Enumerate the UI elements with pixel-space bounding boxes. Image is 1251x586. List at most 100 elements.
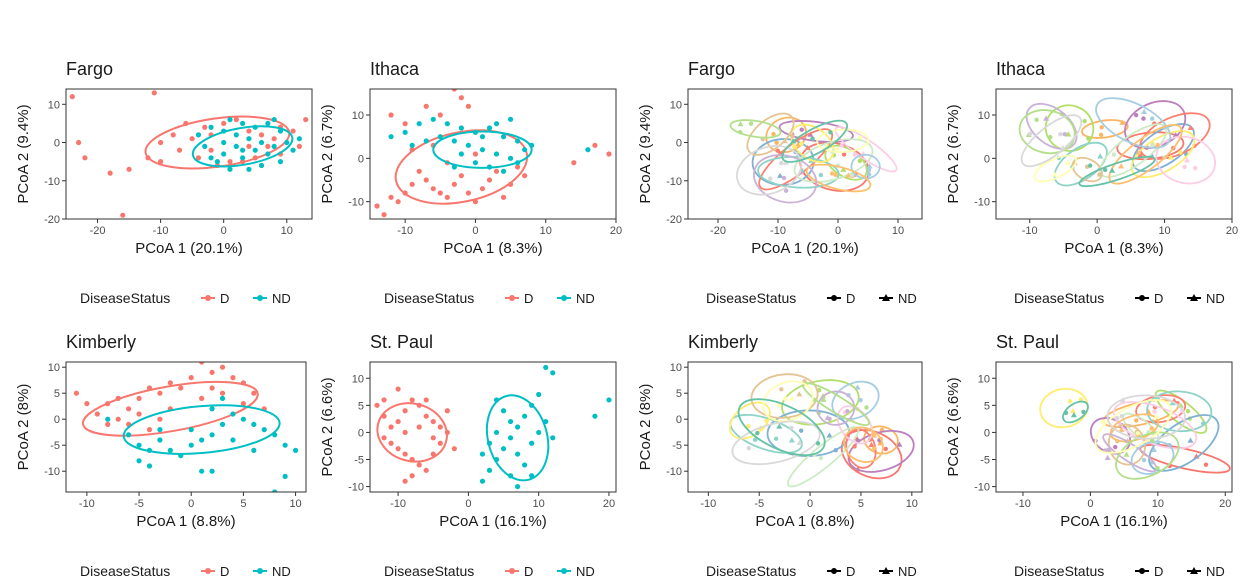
point-D	[107, 170, 113, 176]
point-ND	[585, 147, 591, 153]
point-ND	[271, 143, 277, 149]
plot-frame	[687, 361, 923, 493]
group-point-D	[1087, 163, 1093, 168]
point-ND	[252, 147, 258, 153]
group-point-ND	[854, 384, 861, 390]
x-tick-label: 20	[1226, 225, 1238, 237]
point-D	[430, 418, 436, 425]
point-D	[451, 181, 457, 187]
group-point-D	[738, 130, 743, 135]
x-tick-label: 10	[281, 225, 293, 237]
legend-label: D	[220, 564, 229, 579]
group-point-D	[834, 147, 840, 152]
x-tick-label: 10	[289, 498, 301, 510]
legend-label: ND	[898, 564, 917, 579]
point-D	[500, 194, 507, 200]
group-ellipse	[1146, 390, 1213, 433]
point-ND	[233, 143, 239, 149]
group-point-D	[858, 135, 863, 140]
y-tick-label: 0	[54, 138, 60, 150]
point-ND	[458, 125, 464, 131]
point-D	[219, 390, 226, 396]
point-D	[136, 411, 142, 417]
group-point-ND	[1137, 151, 1144, 158]
point-ND	[465, 142, 471, 148]
panel-title: Ithaca	[996, 59, 1046, 79]
point-D	[115, 416, 121, 422]
group-point-D	[858, 397, 863, 403]
point-ND	[507, 435, 514, 441]
point-ND	[272, 489, 278, 492]
group-point-D	[1203, 462, 1209, 467]
group-point-ND	[866, 163, 873, 169]
point-ND	[515, 138, 521, 144]
point-D	[388, 424, 394, 430]
x-tick-label: -5	[754, 498, 764, 510]
group-ellipse	[1106, 394, 1186, 440]
point-D	[230, 375, 236, 381]
group-point-D	[810, 136, 815, 141]
legend: DiseaseStatus D ND	[706, 290, 917, 306]
point-ND	[409, 142, 415, 148]
point-ND	[167, 447, 173, 453]
y-axis-label: PCoA 2 (6.6%)	[319, 377, 336, 476]
panel-7: Kimberly -10 -5 0 5 10 -10 -5 0 5 10 PCoA 1 (8.8%) P…	[637, 332, 923, 579]
legend-title: DiseaseStatus	[1014, 290, 1104, 306]
group-point-D	[855, 438, 861, 443]
group-point-D	[1111, 152, 1117, 157]
point-D	[240, 401, 246, 407]
point-D	[76, 139, 82, 146]
group-point-ND	[1187, 124, 1194, 131]
group-point-ND	[777, 172, 784, 178]
y-tick-label: -10	[44, 176, 60, 188]
group-point-D	[1048, 134, 1053, 140]
y-tick-label: -10	[44, 466, 60, 478]
group-ellipse	[793, 138, 874, 183]
legend-key-point	[509, 295, 515, 301]
group-point-D	[1141, 116, 1146, 121]
panel-5: Kimberly -10 -5 0 5 10 -10 -5 0 5 10 PCoA 1 (8.8%) P…	[15, 332, 307, 579]
legend-label: D	[524, 564, 533, 579]
legend-label: D	[846, 564, 855, 579]
legend-label: D	[220, 291, 229, 306]
point-ND	[265, 120, 271, 127]
group-point-D	[1155, 142, 1160, 148]
legend: DiseaseStatus D ND	[1014, 563, 1225, 579]
group-point-D	[1086, 136, 1091, 141]
y-tick-label: 0	[676, 414, 682, 426]
x-tick-label: 10	[892, 225, 904, 237]
legend-label: D	[1154, 564, 1163, 579]
point-D	[465, 190, 471, 196]
point-D	[126, 166, 132, 172]
group-point-ND	[896, 441, 903, 447]
group-point-D	[1178, 150, 1183, 155]
point-D	[233, 116, 239, 123]
group-point-ND	[796, 439, 803, 445]
group-ellipse	[1039, 387, 1089, 429]
ellipse-ND	[191, 125, 294, 168]
legend-label: ND	[1206, 564, 1225, 579]
group-point-D	[773, 436, 779, 441]
legend-label: ND	[272, 291, 291, 306]
point-ND	[214, 159, 220, 165]
point-ND	[282, 442, 288, 448]
point-D	[409, 473, 415, 479]
point-D	[423, 103, 429, 109]
y-tick-label: 10	[352, 373, 364, 385]
point-D	[381, 397, 387, 403]
group-point-D	[1193, 165, 1198, 171]
group-point-D	[857, 158, 862, 164]
group-point-D	[1099, 125, 1104, 130]
group-point-D	[776, 402, 782, 408]
ellipse-D	[394, 129, 529, 205]
point-ND	[536, 391, 542, 398]
group-point-D	[833, 447, 838, 453]
point-ND	[284, 139, 290, 146]
y-tick-label: 0	[358, 427, 364, 439]
plot-frame	[65, 88, 313, 220]
group-point-D	[783, 188, 789, 193]
point-D	[199, 362, 205, 365]
x-tick-label: -10	[1015, 498, 1031, 510]
ellipse-D	[81, 380, 259, 437]
point-ND	[261, 427, 267, 433]
